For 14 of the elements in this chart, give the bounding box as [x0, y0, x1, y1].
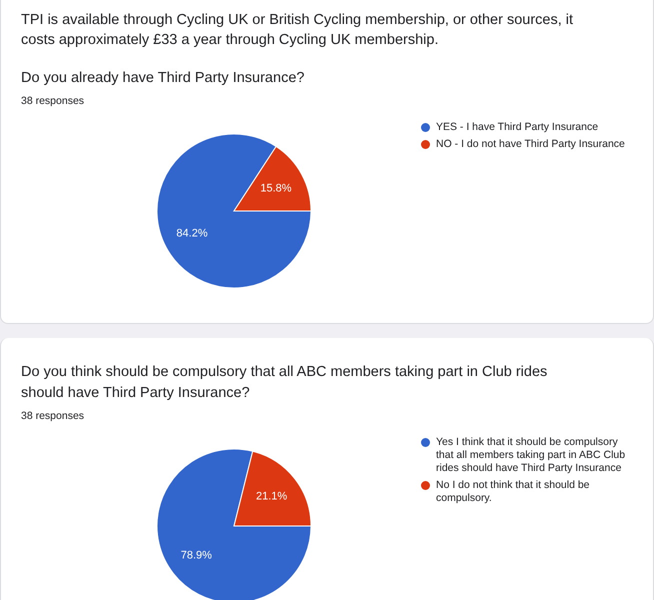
data-label: 21.1% [256, 490, 288, 503]
data-label: 84.2% [176, 228, 208, 240]
legend-label: NO - I do not have Third Party Insurance [436, 138, 625, 151]
legend-label: Yes I think that it should be compulsory that all members taking part in ABC Club rides should have Third Party Insurance [436, 436, 626, 475]
chart-title: Do you think should be compulsory that all ABC members taking part in Club rides should have Third Party Insurance? [21, 363, 548, 403]
pie-slice [156, 134, 312, 288]
text: 38 responses [21, 410, 86, 422]
chart-title: Do you already have Third Party Insurance? [21, 69, 306, 88]
text: TPI is available through Cycling UK or British Cycling membership, or other sources, it costs approximately £33 a year through Cycling UK membership. [21, 11, 574, 50]
data-label: 15.8% [260, 182, 292, 194]
text: 38 responses [21, 95, 86, 107]
legend-label: YES - I have Third Party Insurance [436, 121, 598, 134]
data-label: 78.9% [180, 549, 212, 562]
legend-label: No I do not think that it should be compulsory. [436, 479, 591, 505]
